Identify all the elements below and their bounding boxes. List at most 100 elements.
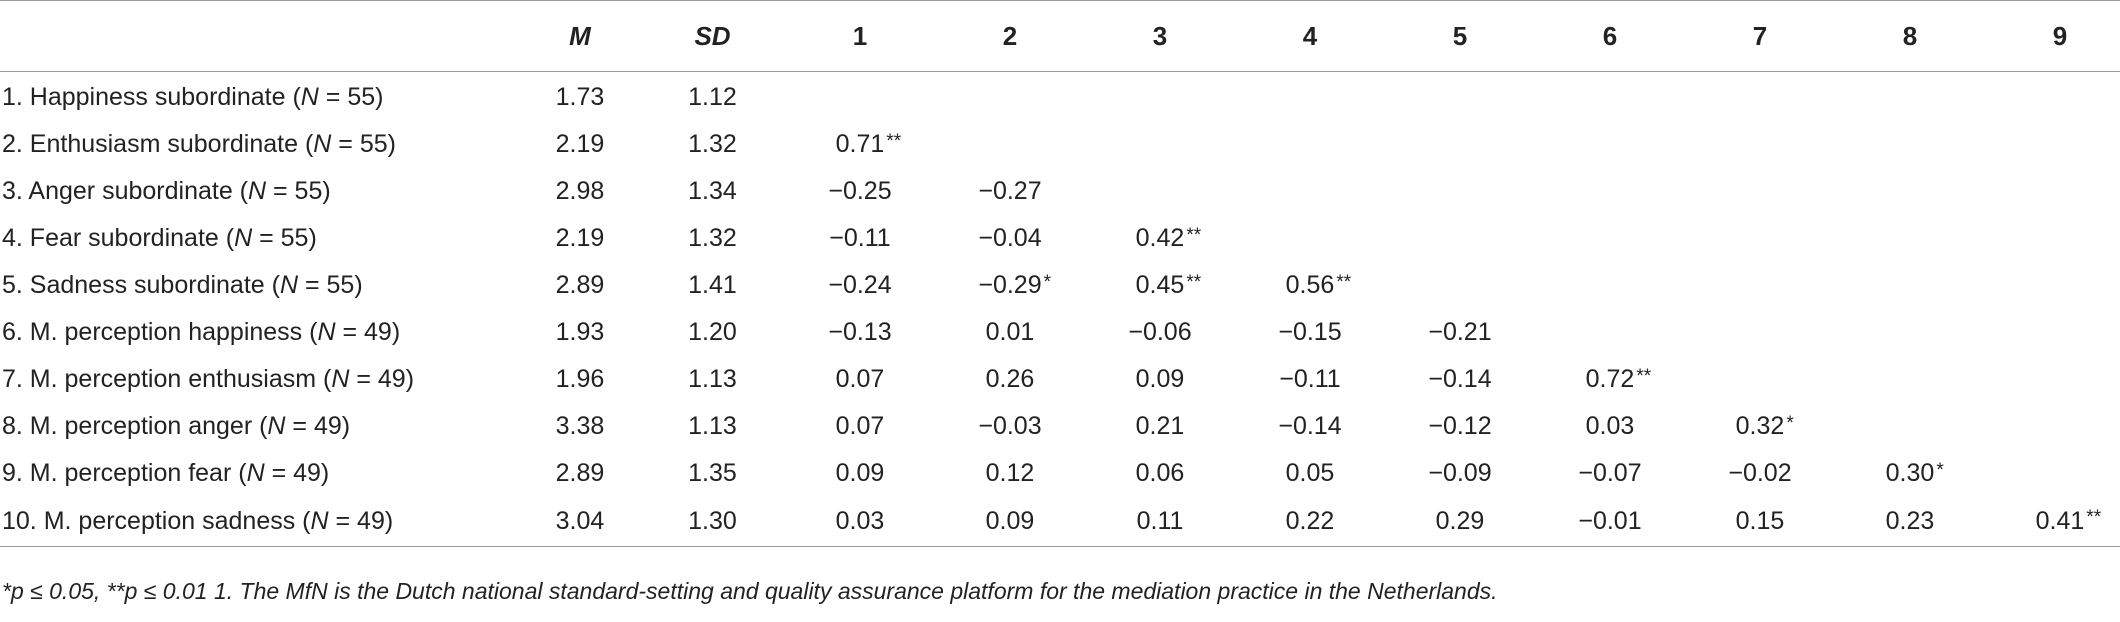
- row-label-text: 8. M. perception anger (: [2, 412, 268, 440]
- correlation-cell: [1985, 450, 2120, 497]
- correlation-value: 0.07: [835, 412, 885, 440]
- correlation-cell: −0.03: [935, 403, 1085, 450]
- correlation-cell: [1385, 72, 1535, 122]
- correlation-cell: −0.27: [935, 168, 1085, 215]
- row-label: 6. M. perception happiness (N = 49): [0, 309, 520, 356]
- significance-marker: **: [1186, 272, 1202, 293]
- correlation-cell: −0.06: [1085, 309, 1235, 356]
- correlation-cell: [1235, 168, 1385, 215]
- correlation-cell: [1235, 215, 1385, 262]
- correlation-cell: 0.45 **: [1085, 262, 1235, 309]
- correlation-cell: −0.21: [1385, 309, 1535, 356]
- correlation-cell: 0.29: [1385, 497, 1535, 547]
- correlation-cell: 0.07: [785, 356, 935, 403]
- row-label-text: 6. M. perception happiness (: [2, 318, 318, 346]
- correlation-cell: 0.32 *: [1685, 403, 1835, 450]
- correlation-cell: 0.42 **: [1085, 215, 1235, 262]
- correlation-cell: 0.26: [935, 356, 1085, 403]
- column-header-m: M: [520, 0, 640, 72]
- correlation-value: 0.03: [1585, 412, 1635, 440]
- column-header-3: 3: [1085, 0, 1235, 72]
- correlation-cell: −0.29 *: [935, 262, 1085, 309]
- correlation-value: 0.03: [835, 507, 885, 535]
- correlation-value: 0.12: [985, 459, 1035, 487]
- correlation-cell: −0.25: [785, 168, 935, 215]
- correlation-value: 0.09: [835, 459, 885, 487]
- correlation-value: 0.72: [1585, 365, 1635, 393]
- mean-value: 2.89: [555, 459, 605, 487]
- correlation-cell: [1985, 403, 2120, 450]
- row-label: 3. Anger subordinate (N = 55): [0, 168, 520, 215]
- sd-value: 1.30: [640, 497, 785, 547]
- sample-size-value: = 55): [252, 224, 317, 252]
- correlation-cell: [1085, 121, 1235, 168]
- correlation-cell: 0.22: [1235, 497, 1385, 547]
- mean-value: 3.38: [555, 412, 605, 440]
- correlation-cell: 0.09: [935, 497, 1085, 547]
- correlation-value: 0.71: [835, 130, 885, 158]
- table-row: 2. Enthusiasm subordinate (N = 55) 2.19 1.…: [0, 121, 2120, 168]
- correlation-value: −0.11: [1279, 365, 1341, 393]
- correlation-value: 0.22: [1285, 507, 1335, 535]
- table-row: 4. Fear subordinate (N = 55) 2.19 1.32 −0.1…: [0, 215, 2120, 262]
- correlation-cell: [935, 72, 1085, 122]
- sample-size-symbol: N: [313, 130, 332, 158]
- sd-value: 1.13: [688, 365, 737, 393]
- correlation-value: 0.11: [1136, 507, 1184, 535]
- correlation-cell: [1685, 72, 1835, 122]
- row-label: 1. Happiness subordinate (N = 55): [0, 72, 520, 122]
- column-header-6: 6: [1535, 0, 1685, 72]
- table-row: 9. M. perception fear (N = 49) 2.89 1.35 0.…: [0, 450, 2120, 497]
- sample-size-symbol: N: [331, 365, 350, 393]
- row-label-text: 2. Enthusiasm subordinate (: [2, 130, 314, 158]
- correlation-cell: [1385, 262, 1535, 309]
- row-label-text: 4. Fear subordinate (: [2, 224, 235, 252]
- column-header-5: 5: [1385, 0, 1535, 72]
- correlation-cell: [1535, 215, 1685, 262]
- correlation-value: −0.09: [1428, 459, 1492, 487]
- correlation-cell: [1685, 121, 1835, 168]
- correlation-value: −0.24: [828, 271, 892, 299]
- correlation-value: −0.01: [1578, 507, 1642, 535]
- correlation-cell: [1835, 262, 1985, 309]
- correlation-cell: 0.03: [1535, 403, 1685, 450]
- correlation-cell: −0.04: [935, 215, 1085, 262]
- correlation-cell: [1985, 356, 2120, 403]
- correlation-cell: 0.06: [1085, 450, 1235, 497]
- row-label: 2. Enthusiasm subordinate (N = 55): [0, 121, 520, 168]
- sample-size-symbol: N: [246, 459, 265, 487]
- sample-size-symbol: N: [317, 318, 336, 346]
- correlation-value: 0.01: [985, 318, 1035, 346]
- correlation-value: 0.56: [1285, 271, 1335, 299]
- correlation-cell: [1535, 121, 1685, 168]
- sample-size-value: = 49): [264, 459, 330, 487]
- correlation-cell: 0.07: [785, 403, 935, 450]
- correlation-cell: 0.21: [1085, 403, 1235, 450]
- sample-size-symbol: N: [300, 83, 319, 111]
- row-label: 5. Sadness subordinate (N = 55): [0, 262, 520, 309]
- correlation-cell: [1235, 72, 1385, 122]
- header-row: M SD 1 2 3 4 5 6 7 8 9: [0, 0, 2120, 72]
- correlation-value: 0.05: [1285, 459, 1335, 487]
- sample-size-symbol: N: [234, 224, 253, 252]
- significance-marker: **: [1636, 366, 1652, 387]
- sd-value: 1.34: [688, 177, 737, 205]
- correlation-cell: −0.24: [785, 262, 935, 309]
- correlation-value: −0.04: [978, 224, 1042, 252]
- mean-value: 1.93: [555, 318, 605, 346]
- correlation-cell: [1685, 309, 1835, 356]
- correlation-value: −0.14: [1428, 365, 1492, 393]
- correlation-cell: 0.71 **: [785, 121, 935, 168]
- column-header-8: 8: [1835, 0, 1985, 72]
- sd-value: 1.12: [688, 83, 737, 111]
- correlation-value: −0.14: [1278, 412, 1342, 440]
- row-label-text: 1. Happiness subordinate (: [2, 83, 301, 111]
- sample-size-value: = 49): [285, 412, 351, 440]
- correlation-value: −0.07: [1578, 459, 1642, 487]
- correlation-cell: 0.11: [1085, 497, 1235, 547]
- sd-value: 1.32: [688, 224, 737, 252]
- correlation-value: 0.09: [985, 507, 1035, 535]
- correlation-cell: 0.09: [785, 450, 935, 497]
- mean-value: 2.89: [555, 271, 605, 299]
- table-row: 6. M. perception happiness (N = 49) 1.93 1…: [0, 309, 2120, 356]
